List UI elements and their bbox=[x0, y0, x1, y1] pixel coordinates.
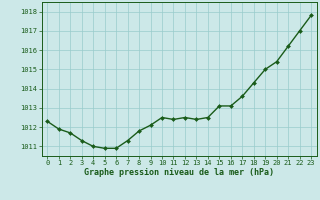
X-axis label: Graphe pression niveau de la mer (hPa): Graphe pression niveau de la mer (hPa) bbox=[84, 168, 274, 177]
